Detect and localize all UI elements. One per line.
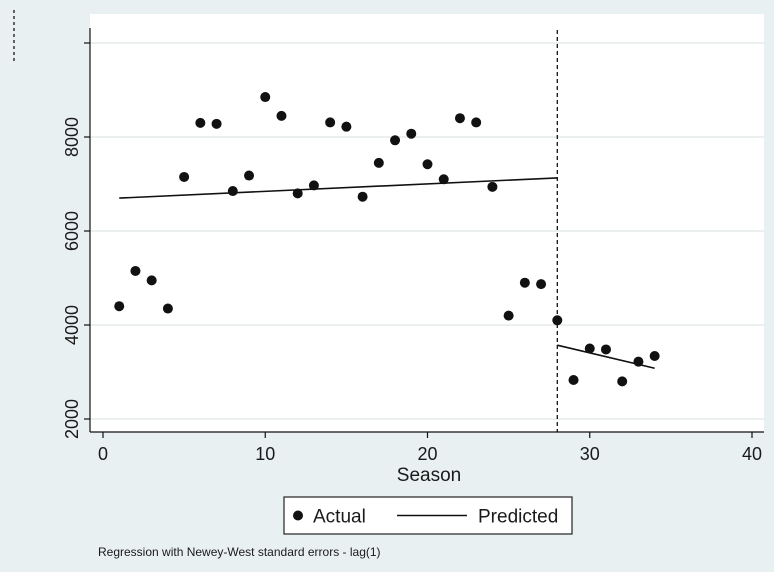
- actual-point: [487, 181, 498, 192]
- actual-point: [179, 171, 190, 182]
- predicted-line-segment: [119, 177, 558, 199]
- actual-point: [195, 117, 206, 128]
- actual-point: [600, 344, 611, 355]
- x-tick-label: 40: [742, 444, 762, 464]
- actual-point: [325, 117, 336, 128]
- actual-point: [471, 117, 482, 128]
- actual-point: [584, 343, 595, 354]
- actual-point: [617, 376, 628, 387]
- x-tick-label: 0: [98, 444, 108, 464]
- actual-point: [162, 303, 173, 314]
- actual-point: [292, 188, 303, 199]
- footnote: Regression with Newey-West standard erro…: [98, 545, 381, 559]
- actual-point: [114, 301, 125, 312]
- actual-point: [503, 310, 514, 321]
- actual-point: [633, 356, 644, 367]
- actual-point: [260, 92, 271, 103]
- actual-point: [146, 275, 157, 286]
- y-tick-label: 6000: [62, 211, 82, 251]
- legend-predicted-label: Predicted: [478, 507, 558, 528]
- y-tick-label: 2000: [62, 399, 82, 439]
- actual-point: [390, 135, 401, 146]
- actual-point: [519, 277, 530, 288]
- actual-point: [211, 118, 222, 129]
- actual-point: [276, 110, 287, 121]
- actual-point: [454, 113, 465, 124]
- actual-point: [308, 180, 319, 191]
- actual-point: [227, 186, 238, 197]
- x-axis-title: Season: [397, 465, 461, 486]
- actual-point: [536, 279, 547, 290]
- y-tick-label: 8000: [62, 117, 82, 157]
- actual-point: [373, 157, 384, 168]
- actual-series: [114, 92, 660, 387]
- x-tick-label: 10: [255, 444, 275, 464]
- actual-point: [406, 128, 417, 139]
- legend-actual-marker: [293, 510, 303, 521]
- actual-point: [552, 315, 563, 326]
- x-tick-label: 30: [580, 444, 600, 464]
- gridlines: [90, 42, 764, 420]
- x-tick-label: 20: [417, 444, 437, 464]
- plot-area: [90, 14, 764, 432]
- axes: 2000 4000 6000 8000 0 10 20 30 40: [62, 28, 764, 464]
- actual-point: [130, 265, 141, 276]
- y-tick-label: 4000: [62, 305, 82, 345]
- actual-point: [568, 374, 579, 385]
- actual-point: [357, 191, 368, 202]
- legend-actual-label: Actual: [313, 507, 366, 528]
- actual-point: [341, 121, 352, 132]
- actual-point: [438, 174, 449, 185]
- legend: Actual Predicted: [283, 496, 573, 535]
- actual-point: [649, 351, 660, 362]
- actual-point: [422, 159, 433, 170]
- actual-point: [244, 170, 255, 181]
